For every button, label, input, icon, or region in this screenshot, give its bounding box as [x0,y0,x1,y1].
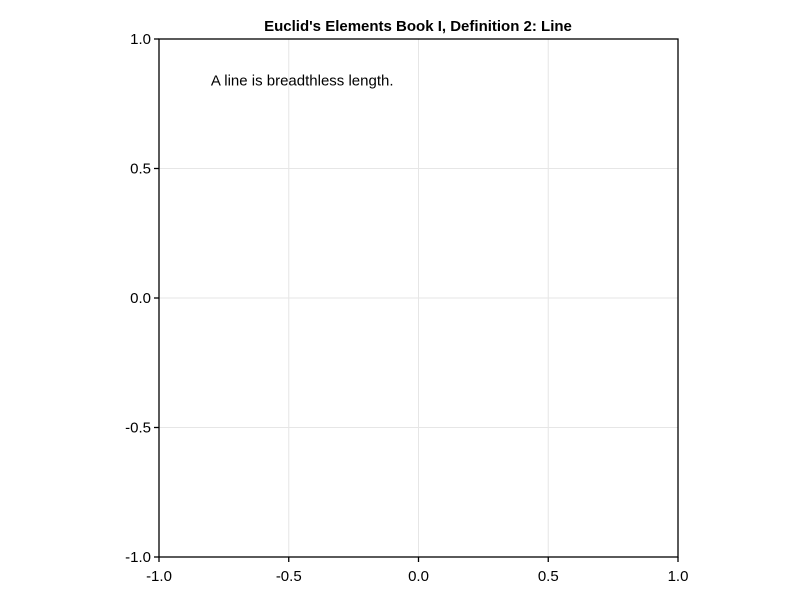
axis-ticks: -1.0 -0.5 0.0 0.5 1.0 -1.0 -0.5 0.0 0.5 1.0 [125,31,688,585]
grid-lines [159,39,678,557]
x-tick-label: 0.5 [538,568,559,585]
y-tick-label: 0.5 [130,161,151,178]
x-tick-label: -1.0 [146,568,172,585]
y-tick-label: 0.0 [130,290,151,307]
x-tick-label: -0.5 [276,568,302,585]
y-tick-label: -0.5 [125,420,151,437]
annotation-text: A line is breadthless length. [211,73,394,90]
x-tick-label: 1.0 [668,568,689,585]
y-tick-label: -1.0 [125,549,151,566]
x-tick-label: 0.0 [408,568,429,585]
chart-title: Euclid's Elements Book I, Definition 2: … [264,18,572,35]
annotations: A line is breadthless length. [211,73,394,90]
y-tick-label: 1.0 [130,31,151,48]
